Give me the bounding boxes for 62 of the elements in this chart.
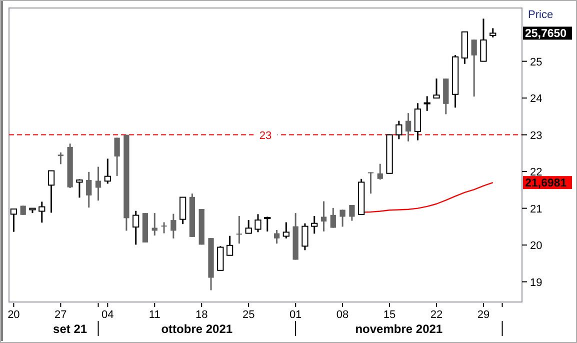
candlestick: [114, 136, 120, 177]
y-tick-label: 23: [530, 130, 542, 142]
ref-line-label: 23: [259, 130, 272, 142]
candlestick: [20, 204, 26, 216]
candlestick: [490, 27, 496, 38]
x-tick-label: 18: [195, 309, 208, 321]
candlestick: [368, 172, 374, 194]
candlestick: [282, 222, 290, 240]
candlestick: [76, 178, 83, 198]
candlestick: [340, 209, 346, 228]
candlestick: [377, 163, 383, 180]
y-tick-label: 21: [530, 203, 542, 216]
candlestick: [95, 166, 102, 202]
text: 25,7650: [525, 28, 567, 40]
candlestick: [170, 213, 176, 240]
candlestick: [264, 216, 271, 232]
candlestick: [274, 229, 280, 244]
candlestick: [320, 200, 327, 232]
x-tick-label: 20: [8, 309, 20, 321]
candlestick: [48, 170, 55, 214]
candlestick: [245, 219, 252, 234]
candlestick: [161, 222, 167, 234]
x-tick-label: 04: [102, 309, 114, 321]
candlestick: [254, 213, 262, 233]
candlestick: [414, 102, 422, 142]
text: 21,6981: [525, 178, 568, 190]
x-tick-label: 08: [336, 309, 349, 321]
candlestick: [471, 38, 477, 98]
candlestick: [433, 78, 440, 99]
y-tick-label: 25: [530, 56, 542, 68]
candlestick: [58, 152, 64, 165]
x-tick-label: 22: [430, 309, 443, 321]
candlestick: [349, 204, 355, 222]
candlestick: [302, 222, 308, 251]
candlestick: [424, 95, 430, 112]
y-tick-label: 19: [530, 276, 542, 289]
y-tick-label: 20: [530, 240, 542, 252]
candlestick: [311, 215, 318, 234]
x-tick-label: 27: [54, 309, 67, 321]
candlestick: [104, 158, 111, 184]
text: ottobre 2021: [161, 322, 233, 336]
x-tick-label: 29: [477, 309, 490, 321]
x-tick-label: 11: [148, 309, 160, 321]
candlestick: [132, 210, 140, 246]
x-tick-label: 01: [289, 309, 302, 321]
candlestick: [180, 196, 186, 225]
candlestick: [330, 207, 336, 229]
y-tick-label: 24: [530, 93, 542, 106]
candlestick: [86, 171, 92, 208]
candlestick: [405, 112, 412, 142]
candlestick: [38, 200, 46, 224]
x-tick-label: 15: [383, 309, 396, 321]
candlestick: [217, 245, 224, 272]
y-axis-title: Price: [528, 9, 554, 21]
candlestick: [396, 120, 402, 140]
text: novembre 2021: [355, 322, 443, 336]
text: set 21: [53, 322, 88, 336]
y-tick-label: 22: [530, 166, 542, 179]
candlestick: [226, 235, 234, 256]
x-tick-label: 25: [242, 309, 255, 321]
candlestick: [480, 18, 487, 62]
candlestick: [236, 215, 242, 244]
